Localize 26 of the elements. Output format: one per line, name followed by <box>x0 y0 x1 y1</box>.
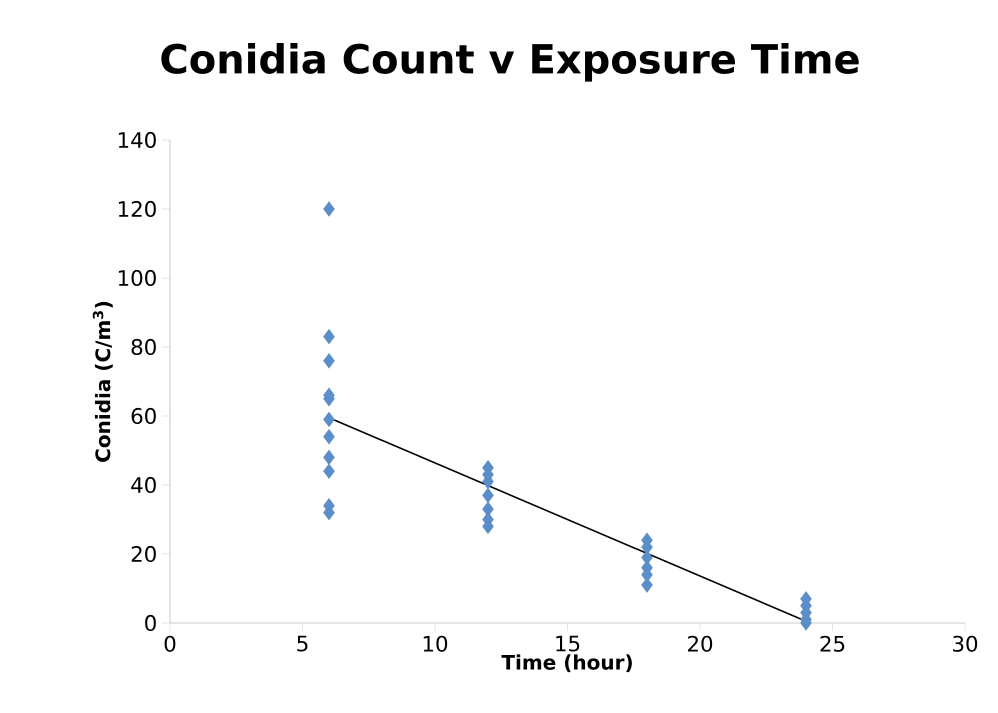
x-axis-title: Time (hour) <box>501 654 632 672</box>
y-tick-label: 20 <box>132 546 156 562</box>
point <box>323 353 335 368</box>
chart-title: Conidia Count v Exposure Time <box>161 42 859 82</box>
point <box>323 429 335 444</box>
y-tick-label: 0 <box>145 614 156 632</box>
point <box>323 329 335 344</box>
x-tick-label: 15 <box>556 636 580 652</box>
y-tick-label: 100 <box>118 270 156 286</box>
y-tick-label: 80 <box>132 338 156 356</box>
point <box>323 464 335 479</box>
x-tick-label: 0 <box>164 636 176 652</box>
y-axis-title: Conidia (C/m$^{3}$) <box>92 302 113 462</box>
x-tick-label: 10 <box>424 636 448 652</box>
y-tick-label: 60 <box>132 408 156 424</box>
point <box>323 450 335 466</box>
point <box>482 488 494 503</box>
x-tick-label: 30 <box>953 636 978 652</box>
y-tick-label: 140 <box>118 132 156 148</box>
point <box>323 412 335 428</box>
y-tick-label: 120 <box>118 200 156 218</box>
x-tick-label: 20 <box>688 636 712 652</box>
x-tick-label: 5 <box>297 636 308 652</box>
y-tick-label: 40 <box>131 476 156 494</box>
x-tick-label: 25 <box>820 636 844 652</box>
point <box>323 201 335 217</box>
